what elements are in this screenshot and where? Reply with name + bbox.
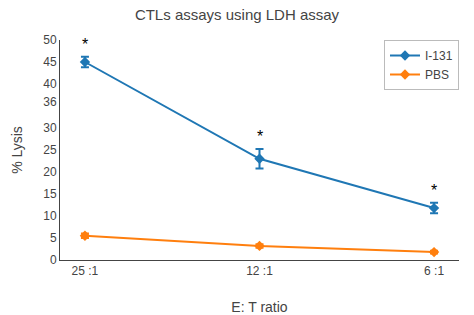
svg-text:*: * — [431, 182, 437, 199]
svg-text:45: 45 — [43, 55, 57, 69]
svg-text:10: 10 — [43, 209, 57, 223]
svg-text:I-131: I-131 — [425, 49, 453, 63]
svg-text:6 :1: 6 :1 — [424, 264, 444, 278]
svg-text:12 :1: 12 :1 — [246, 264, 273, 278]
svg-text:40: 40 — [43, 77, 57, 91]
svg-text:% Lysis: % Lysis — [9, 126, 25, 174]
svg-text:0: 0 — [50, 253, 57, 267]
svg-text:*: * — [257, 128, 263, 145]
svg-text:20: 20 — [43, 165, 57, 179]
svg-text:PBS: PBS — [425, 68, 449, 82]
svg-text:E: T ratio: E: T ratio — [231, 299, 288, 315]
svg-text:30: 30 — [43, 121, 57, 135]
svg-text:25: 25 — [43, 143, 57, 157]
svg-text:CTLs assays using LDH assay: CTLs assays using LDH assay — [135, 6, 340, 23]
svg-text:50: 50 — [43, 33, 57, 47]
svg-text:15: 15 — [43, 187, 57, 201]
svg-text:36: 36 — [43, 95, 57, 109]
svg-text:25 :1: 25 :1 — [72, 264, 99, 278]
svg-text:5: 5 — [50, 231, 57, 245]
svg-text:*: * — [82, 36, 88, 53]
